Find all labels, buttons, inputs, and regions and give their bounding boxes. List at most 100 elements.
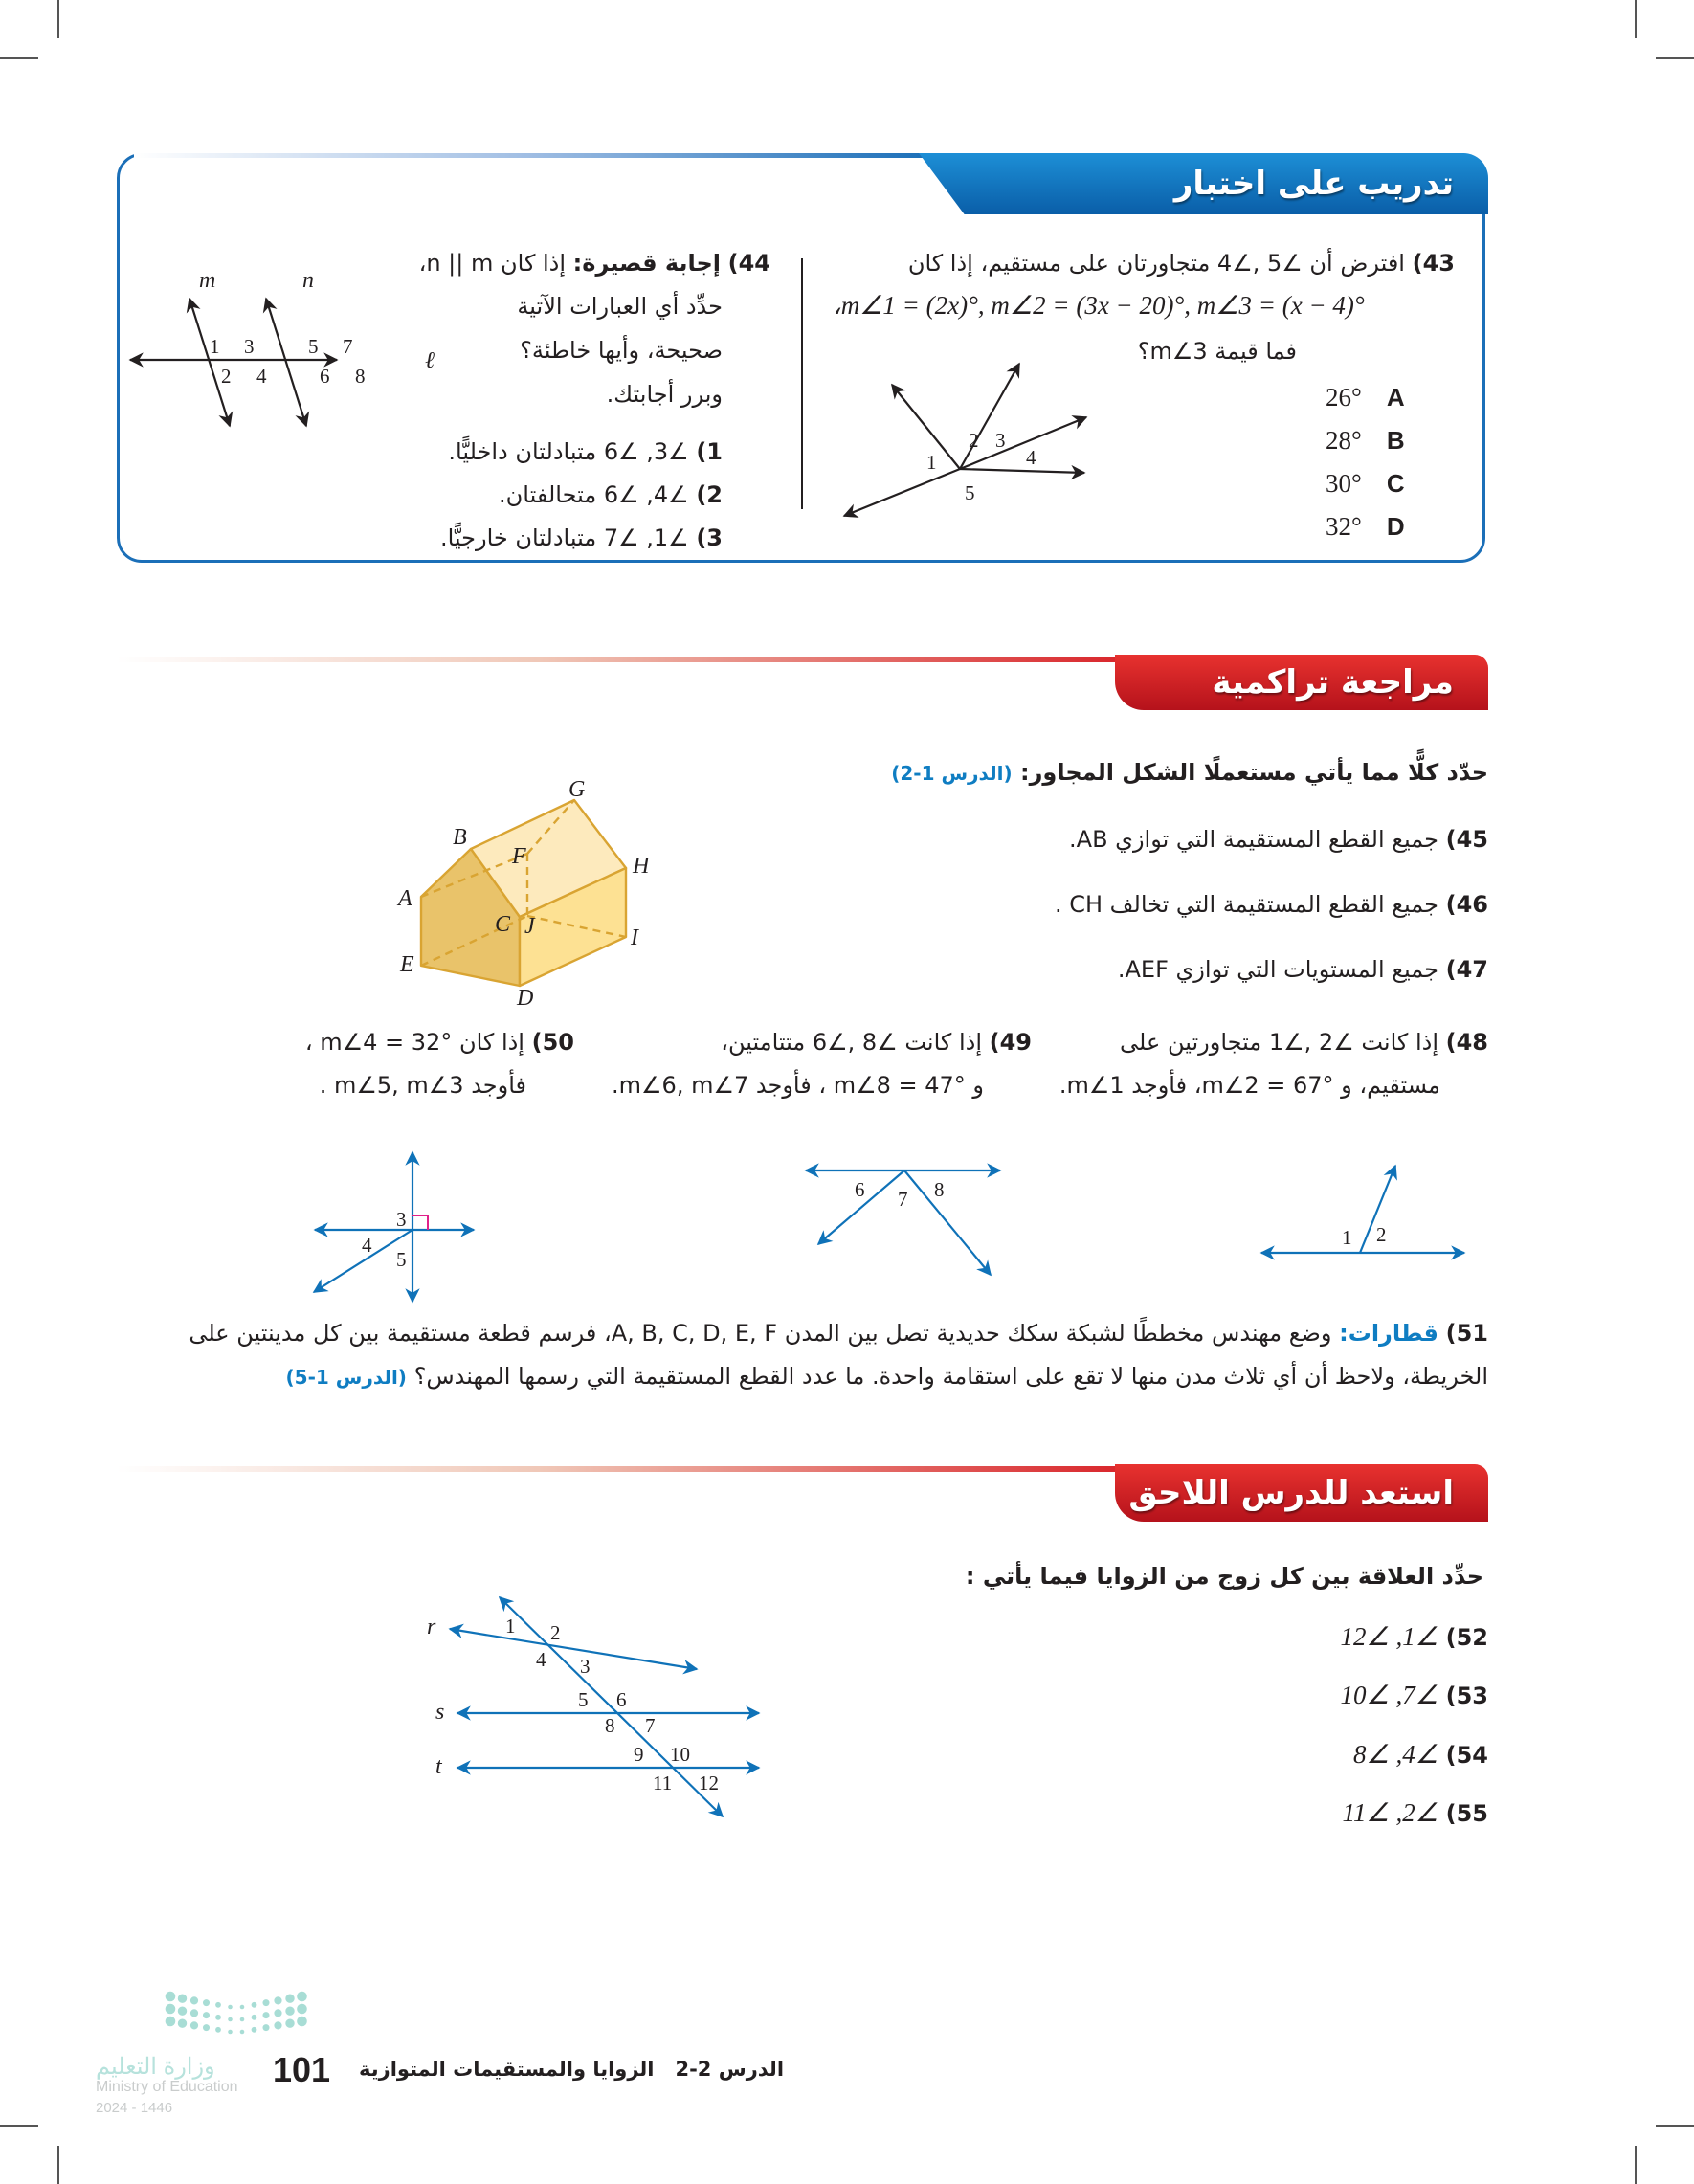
option-c[interactable]: 30° C bbox=[1326, 462, 1450, 505]
question-text: وضع مهندس مخططًا لشبكة سكك حديدية تصل بي… bbox=[189, 1320, 1332, 1347]
angle-label: 1 bbox=[1342, 1226, 1352, 1249]
vertex-label: B bbox=[453, 825, 467, 850]
q49-line2: و m∠8 = 47° ، فأوجد m∠6, m∠7. bbox=[612, 1072, 984, 1099]
q44-line1: 44) إجابة قصيرة: إذا كان n || m، bbox=[419, 247, 770, 279]
q49-line1: 49) إذا كانت ∠8 ,∠6 متتامتين، bbox=[721, 1026, 1032, 1059]
crop-mark bbox=[0, 57, 38, 59]
option-d[interactable]: 32° D bbox=[1326, 505, 1450, 548]
angle-label: 7 bbox=[645, 1714, 656, 1737]
item-text: جميع القطع المستقيمة التي توازي AB. bbox=[1069, 826, 1438, 853]
vertex-label: J bbox=[524, 914, 536, 939]
figure-next-lesson bbox=[448, 1595, 761, 1818]
item-text: ∠4, ∠6 متحالفتان. bbox=[499, 481, 689, 508]
next-intro: حدِّد العلاقة بين كل زوج من الزوايا فيما… bbox=[965, 1563, 1483, 1590]
logo-dot bbox=[285, 2018, 295, 2028]
section-title-cumulative-review: مراجعة تراكمية bbox=[1115, 655, 1488, 710]
crop-mark bbox=[57, 2146, 59, 2184]
logo-dot bbox=[177, 2018, 188, 2028]
item-text: جميع المستويات التي توازي AEF. bbox=[1117, 956, 1438, 983]
vertex-label: D bbox=[516, 986, 533, 1011]
item-number: 2) bbox=[696, 481, 723, 508]
intro-text: حدّد كلًّا مما يأتي مستعملًا الشكل المجا… bbox=[1019, 759, 1488, 786]
question-text: إذا كان m∠4 = 32° ، bbox=[304, 1029, 524, 1056]
header-rule bbox=[117, 657, 1170, 662]
q51-line2: الخريطة، ولاحظ أن أي ثلاث مدن منها لا تق… bbox=[286, 1360, 1488, 1393]
item-text: جميع القطع المستقيمة التي تخالف CH . bbox=[1054, 891, 1438, 918]
ministry-logo-icon bbox=[165, 1991, 307, 2035]
option-b[interactable]: 28° B bbox=[1326, 419, 1450, 462]
angle-label: 11 bbox=[653, 1772, 672, 1794]
next-item-54: 54) ∠4, ∠8 bbox=[1353, 1738, 1488, 1772]
angle-label: 3 bbox=[396, 1208, 407, 1231]
logo-dot bbox=[203, 2024, 210, 2032]
crop-mark bbox=[57, 0, 59, 38]
figure-q48 bbox=[1259, 1164, 1466, 1260]
angle-label: 5 bbox=[396, 1248, 407, 1271]
angle-label: 6 bbox=[855, 1178, 865, 1201]
q51-line1: 51) قطارات: وضع مهندس مخططًا لشبكة سكك ح… bbox=[189, 1317, 1488, 1349]
logo-dot bbox=[203, 2012, 210, 2019]
question-label: قطارات: bbox=[1339, 1320, 1438, 1347]
angle-label: 5 bbox=[965, 481, 975, 504]
q44-line3: صحيحة، وأيها خاطئة؟ bbox=[520, 337, 723, 364]
angle-label: 4 bbox=[536, 1648, 546, 1671]
ministry-logo: وزارة التعليم Ministry of Education 2024… bbox=[96, 2053, 249, 2116]
question-text: إذا كانت ∠8 ,∠6 متتامتين، bbox=[721, 1029, 982, 1056]
review-intro: حدّد كلًّا مما يأتي مستعملًا الشكل المجا… bbox=[891, 756, 1488, 790]
logo-dot bbox=[177, 1994, 188, 2003]
logo-dot bbox=[215, 2001, 221, 2008]
item-number: 45) bbox=[1445, 826, 1488, 853]
angle-label: 8 bbox=[934, 1178, 945, 1201]
vertex-label: F bbox=[511, 844, 526, 869]
next-item-55: 55) ∠2, ∠11 bbox=[1343, 1796, 1488, 1830]
logo-dot bbox=[239, 2029, 245, 2035]
header-rule bbox=[117, 1466, 1170, 1472]
question-text: إذا كان n || m، bbox=[418, 250, 567, 277]
question-number: 50) bbox=[531, 1029, 574, 1056]
question-number: 44) bbox=[727, 250, 770, 277]
review-item-47: 47) جميع المستويات التي توازي AEF. bbox=[1118, 953, 1488, 986]
angle-label: 2 bbox=[221, 365, 232, 388]
item-text: ∠2, ∠11 bbox=[1342, 1798, 1438, 1827]
q50-line1: 50) إذا كان m∠4 = 32° ، bbox=[305, 1026, 574, 1059]
logo-dot bbox=[251, 2014, 257, 2020]
footer-lesson: الدرس 2-2 الزوايا والمستقيمات المتوازية bbox=[359, 2058, 784, 2081]
logo-dot bbox=[165, 1991, 176, 2002]
angle-label: 5 bbox=[578, 1688, 589, 1711]
logo-dot bbox=[297, 2016, 307, 2027]
item-text: ∠3, ∠6 متبادلتان داخليًّا. bbox=[448, 438, 689, 465]
figure-q50 bbox=[312, 1150, 476, 1304]
q43-equations: ،m∠1 = (2x)°, m∠2 = (3x − 20)°, m∠3 = (x… bbox=[833, 291, 1365, 320]
item-text: ∠1, ∠7 متبادلتان خارجيًّا. bbox=[439, 524, 689, 551]
option-letter: A bbox=[1386, 383, 1405, 412]
logo-dot bbox=[189, 1996, 199, 2005]
logo-dot bbox=[189, 2009, 199, 2017]
logo-dot bbox=[251, 2026, 257, 2033]
lesson-number: الدرس 2-2 bbox=[675, 2058, 785, 2081]
q43-line1: 43) افترض أن ∠5 ,∠4 متجاورتان على مستقيم… bbox=[908, 247, 1455, 279]
logo-dot bbox=[262, 2024, 270, 2032]
angle-label: 4 bbox=[256, 365, 267, 388]
item-number: 52) bbox=[1445, 1624, 1488, 1651]
vertex-label: E bbox=[399, 952, 414, 977]
logo-dot bbox=[228, 2029, 233, 2035]
angle-label: 2 bbox=[1376, 1223, 1387, 1246]
crop-mark bbox=[1656, 2125, 1694, 2127]
item-text: ∠4, ∠8 bbox=[1353, 1740, 1438, 1769]
option-a[interactable]: 26° A bbox=[1326, 376, 1450, 419]
q48-line2: مستقيم، و m∠2 = 67°، فأوجد m∠1. bbox=[1059, 1072, 1440, 1099]
option-letter: D bbox=[1386, 512, 1405, 541]
lesson-reference: (الدرس 1-5) bbox=[285, 1366, 407, 1389]
crop-mark bbox=[0, 2125, 38, 2127]
logo-dot bbox=[285, 2006, 295, 2016]
logo-text-en: Ministry of Education bbox=[96, 2079, 238, 2095]
header-rule bbox=[134, 153, 928, 158]
logo-dot bbox=[228, 2004, 233, 2010]
angle-label: 8 bbox=[355, 365, 366, 388]
angle-label: 8 bbox=[605, 1714, 615, 1737]
logo-dot bbox=[285, 1994, 295, 2003]
angle-label: 1 bbox=[210, 335, 220, 358]
section-title-next-lesson: استعد للدرس اللاحق bbox=[1115, 1464, 1488, 1522]
page-number: 101 bbox=[273, 2050, 331, 2089]
